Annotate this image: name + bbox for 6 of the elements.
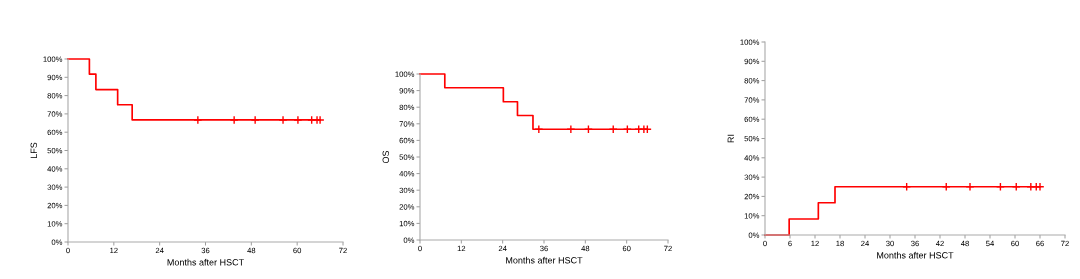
x-axis-title: Months after HSCT (506, 256, 583, 264)
x-axis-title: Months after HSCT (877, 251, 954, 259)
y-axis-title: RI (727, 134, 734, 143)
y-axis-title: LFS (30, 142, 37, 159)
x-axis-title: Months after HSCT (167, 258, 244, 266)
y-axis-title: OS (382, 150, 389, 164)
